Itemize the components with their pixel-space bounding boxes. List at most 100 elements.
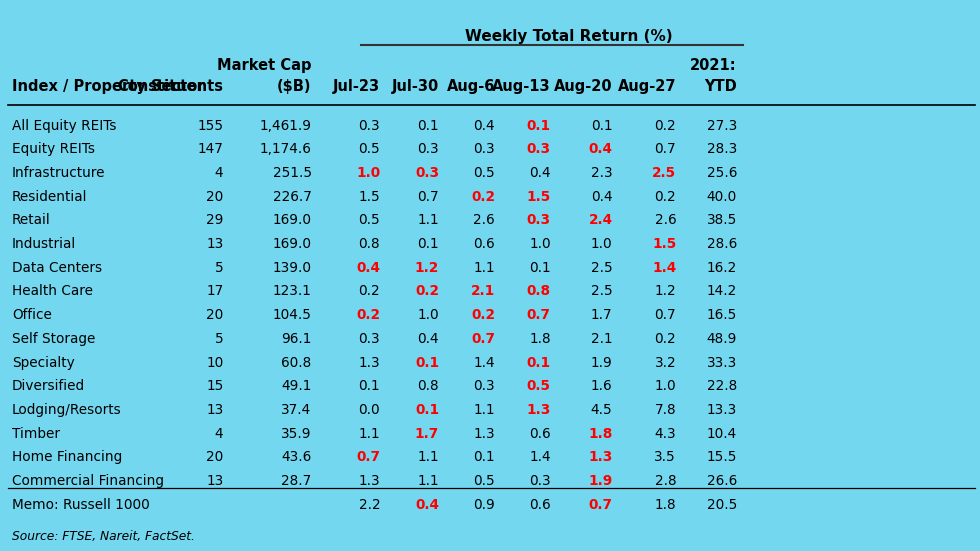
- Text: 0.2: 0.2: [655, 190, 676, 204]
- Text: 60.8: 60.8: [281, 355, 312, 370]
- Text: All Equity REITs: All Equity REITs: [12, 118, 117, 133]
- Text: 0.2: 0.2: [655, 332, 676, 346]
- Text: 1.2: 1.2: [415, 261, 439, 275]
- Text: 1.8: 1.8: [655, 498, 676, 512]
- Text: 0.7: 0.7: [417, 190, 439, 204]
- Text: 0.3: 0.3: [526, 142, 551, 156]
- Text: 0.5: 0.5: [359, 213, 380, 228]
- Text: 1.7: 1.7: [591, 308, 612, 322]
- Text: 2.5: 2.5: [591, 284, 612, 299]
- Text: 0.4: 0.4: [589, 142, 612, 156]
- Text: 17: 17: [206, 284, 223, 299]
- Text: 15: 15: [206, 379, 223, 393]
- Text: 1.9: 1.9: [588, 474, 612, 488]
- Text: 0.4: 0.4: [591, 190, 612, 204]
- Text: 13: 13: [206, 403, 223, 417]
- Text: 28.7: 28.7: [281, 474, 312, 488]
- Text: 0.4: 0.4: [417, 332, 439, 346]
- Text: 0.1: 0.1: [529, 261, 551, 275]
- Text: 43.6: 43.6: [281, 450, 312, 464]
- Text: 0.8: 0.8: [417, 379, 439, 393]
- Text: 169.0: 169.0: [272, 213, 312, 228]
- Text: Lodging/Resorts: Lodging/Resorts: [12, 403, 122, 417]
- Text: 38.5: 38.5: [707, 213, 737, 228]
- Text: 1.9: 1.9: [591, 355, 612, 370]
- Text: 0.3: 0.3: [417, 142, 439, 156]
- Text: 0.8: 0.8: [359, 237, 380, 251]
- Text: 0.7: 0.7: [589, 498, 612, 512]
- Text: 0.5: 0.5: [473, 166, 495, 180]
- Text: 0.1: 0.1: [415, 403, 439, 417]
- Text: 4: 4: [215, 166, 223, 180]
- Text: 2.6: 2.6: [655, 213, 676, 228]
- Text: 13: 13: [206, 474, 223, 488]
- Text: 1.5: 1.5: [652, 237, 676, 251]
- Text: 27.3: 27.3: [707, 118, 737, 133]
- Text: 5: 5: [215, 332, 223, 346]
- Text: 2.6: 2.6: [473, 213, 495, 228]
- Text: 0.0: 0.0: [359, 403, 380, 417]
- Text: 2.4: 2.4: [588, 213, 612, 228]
- Text: 48.9: 48.9: [707, 332, 737, 346]
- Text: Jul-30: Jul-30: [392, 79, 439, 94]
- Text: YTD: YTD: [705, 79, 737, 94]
- Text: ($B): ($B): [277, 79, 312, 94]
- Text: 10: 10: [206, 355, 223, 370]
- Text: 0.3: 0.3: [529, 474, 551, 488]
- Text: 96.1: 96.1: [281, 332, 312, 346]
- Text: Constituents: Constituents: [118, 79, 223, 94]
- Text: 4: 4: [215, 426, 223, 441]
- Text: 0.3: 0.3: [473, 142, 495, 156]
- Text: 10.4: 10.4: [707, 426, 737, 441]
- Text: 0.7: 0.7: [655, 142, 676, 156]
- Text: 1.6: 1.6: [591, 379, 612, 393]
- Text: 35.9: 35.9: [281, 426, 312, 441]
- Text: 1.3: 1.3: [359, 355, 380, 370]
- Text: Diversified: Diversified: [12, 379, 85, 393]
- Text: 0.5: 0.5: [473, 474, 495, 488]
- Text: 5: 5: [215, 261, 223, 275]
- Text: 0.1: 0.1: [591, 118, 612, 133]
- Text: 1,174.6: 1,174.6: [260, 142, 312, 156]
- Text: 3.5: 3.5: [655, 450, 676, 464]
- Text: 1.3: 1.3: [473, 426, 495, 441]
- Text: 2.1: 2.1: [470, 284, 495, 299]
- Text: 2.5: 2.5: [591, 261, 612, 275]
- Text: 1.1: 1.1: [417, 450, 439, 464]
- Text: 4.5: 4.5: [591, 403, 612, 417]
- Text: 25.6: 25.6: [707, 166, 737, 180]
- Text: 40.0: 40.0: [707, 190, 737, 204]
- Text: 0.5: 0.5: [527, 379, 551, 393]
- Text: Jul-23: Jul-23: [333, 79, 380, 94]
- Text: 1.4: 1.4: [652, 261, 676, 275]
- Text: 0.9: 0.9: [473, 498, 495, 512]
- Text: 251.5: 251.5: [272, 166, 312, 180]
- Text: Equity REITs: Equity REITs: [12, 142, 95, 156]
- Text: 1,461.9: 1,461.9: [260, 118, 312, 133]
- Text: 0.3: 0.3: [359, 118, 380, 133]
- Text: 139.0: 139.0: [272, 261, 312, 275]
- Text: Self Storage: Self Storage: [12, 332, 95, 346]
- Text: Retail: Retail: [12, 213, 51, 228]
- Text: 155: 155: [197, 118, 223, 133]
- Text: 1.4: 1.4: [529, 450, 551, 464]
- Text: Home Financing: Home Financing: [12, 450, 122, 464]
- Text: 1.0: 1.0: [417, 308, 439, 322]
- Text: 0.2: 0.2: [416, 284, 439, 299]
- Text: 13.3: 13.3: [707, 403, 737, 417]
- Text: 0.2: 0.2: [471, 190, 495, 204]
- Text: 0.7: 0.7: [471, 332, 495, 346]
- Text: 1.5: 1.5: [359, 190, 380, 204]
- Text: 28.3: 28.3: [707, 142, 737, 156]
- Text: Commercial Financing: Commercial Financing: [12, 474, 164, 488]
- Text: 20.5: 20.5: [707, 498, 737, 512]
- Text: 123.1: 123.1: [272, 284, 312, 299]
- Text: 28.6: 28.6: [707, 237, 737, 251]
- Text: Specialty: Specialty: [12, 355, 74, 370]
- Text: 0.6: 0.6: [529, 498, 551, 512]
- Text: 1.3: 1.3: [359, 474, 380, 488]
- Text: 0.2: 0.2: [655, 118, 676, 133]
- Text: 1.5: 1.5: [526, 190, 551, 204]
- Text: 20: 20: [206, 450, 223, 464]
- Text: 169.0: 169.0: [272, 237, 312, 251]
